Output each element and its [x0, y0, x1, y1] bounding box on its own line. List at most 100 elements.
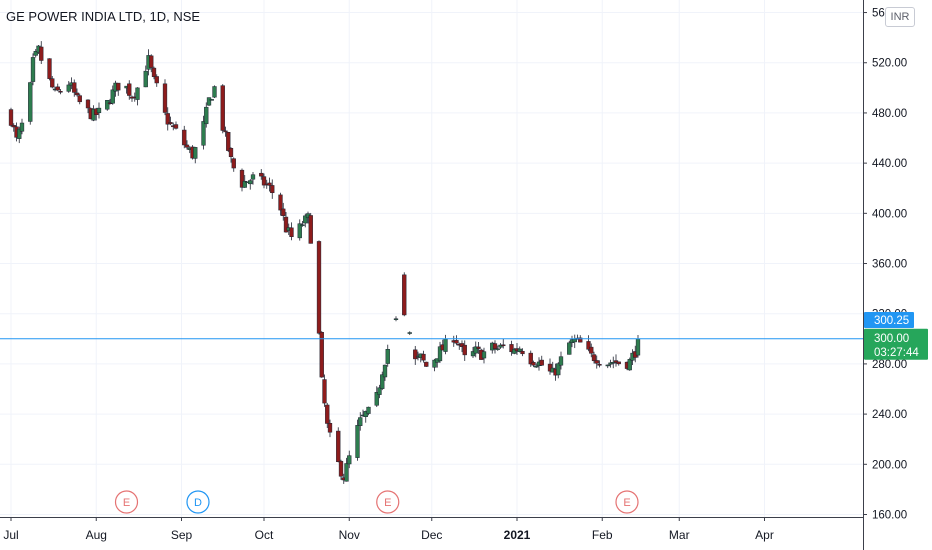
candle: [135, 87, 140, 106]
candle-body: [72, 82, 77, 93]
candle: [556, 362, 561, 379]
candle-body: [30, 57, 36, 82]
x-tick-label: Dec: [421, 528, 442, 542]
candle: [168, 116, 173, 126]
event-marker-label: D: [194, 497, 202, 509]
candle: [47, 58, 52, 81]
countdown-text: 03:27:44: [874, 347, 919, 359]
candle: [283, 212, 289, 233]
candle: [193, 146, 198, 164]
candle-body: [182, 129, 187, 146]
candle-body: [520, 350, 525, 355]
y-tick-label: 200.00: [872, 459, 907, 471]
candle-body: [212, 86, 217, 98]
candle-body: [338, 460, 344, 477]
earnings-marker[interactable]: E: [376, 490, 400, 514]
candle: [594, 355, 599, 369]
candle-body: [162, 83, 168, 113]
candle-body: [267, 182, 272, 186]
candle-body: [209, 99, 214, 101]
candle: [586, 335, 591, 352]
candle-body: [19, 122, 25, 132]
x-tick-label: Apr: [755, 528, 774, 542]
candle-body: [437, 346, 443, 362]
candle: [492, 340, 498, 354]
candle-body: [402, 274, 407, 316]
candle: [608, 359, 613, 368]
y-tick-label: 280.00: [872, 359, 907, 371]
candle-body: [539, 359, 544, 366]
x-tick-label: Aug: [86, 528, 107, 542]
candle: [85, 99, 91, 114]
candle: [385, 344, 390, 367]
candle: [531, 360, 536, 368]
currency-button[interactable]: INR: [885, 7, 915, 27]
candle: [231, 157, 236, 172]
candle-body: [127, 83, 132, 96]
candle: [462, 340, 467, 361]
candle: [336, 427, 341, 463]
candle: [407, 331, 412, 336]
candle-body: [206, 97, 212, 106]
earnings-marker[interactable]: E: [615, 490, 639, 514]
candle: [421, 350, 426, 363]
candle-body: [283, 216, 289, 233]
candle-body: [201, 121, 206, 146]
candle-body: [572, 338, 577, 343]
candle-body: [594, 360, 599, 364]
candle: [50, 76, 55, 89]
candle-body: [149, 55, 154, 68]
candle: [212, 85, 217, 98]
candle-body: [105, 99, 110, 110]
candle-body: [278, 194, 283, 211]
candle-body: [316, 241, 322, 334]
candle-body: [380, 374, 385, 389]
candle: [226, 131, 231, 153]
candle-body: [248, 180, 253, 185]
candle: [355, 419, 360, 461]
candle-body: [204, 106, 209, 125]
candle-body: [473, 346, 478, 354]
candle: [303, 213, 308, 228]
candle-body: [589, 346, 594, 354]
candle-body: [470, 351, 476, 357]
candle: [228, 147, 234, 163]
dividend-marker[interactable]: D: [186, 490, 210, 514]
candle-body: [366, 406, 371, 414]
candle-body: [96, 107, 102, 114]
event-marker-circle: [114, 490, 139, 514]
candle: [28, 81, 33, 125]
candle-body: [135, 87, 140, 100]
candle: [239, 168, 245, 192]
candle-body: [281, 208, 286, 216]
candle: [129, 95, 135, 102]
candle: [270, 179, 275, 199]
candle: [470, 347, 476, 358]
candle: [382, 364, 388, 381]
candle: [248, 179, 253, 190]
candle: [149, 54, 154, 73]
candle-body: [534, 365, 539, 368]
candle: [338, 459, 344, 480]
marked-price-label: 300.25: [864, 312, 914, 328]
candle: [184, 140, 190, 150]
candle-body: [347, 455, 352, 465]
candle: [539, 355, 544, 367]
candle-body: [501, 344, 506, 347]
candle-body: [327, 423, 333, 433]
candle: [17, 126, 22, 144]
candle: [143, 65, 148, 88]
candle: [259, 169, 264, 180]
candle: [454, 335, 459, 346]
candle-body: [413, 349, 418, 360]
y-tick-label: 360.00: [872, 259, 907, 271]
candle: [8, 107, 14, 127]
candle: [220, 84, 225, 134]
candle: [572, 334, 577, 349]
candle-body: [8, 109, 14, 126]
candle: [509, 340, 514, 356]
earnings-marker[interactable]: E: [114, 490, 139, 514]
candle: [201, 115, 206, 150]
candle-body: [605, 364, 610, 367]
